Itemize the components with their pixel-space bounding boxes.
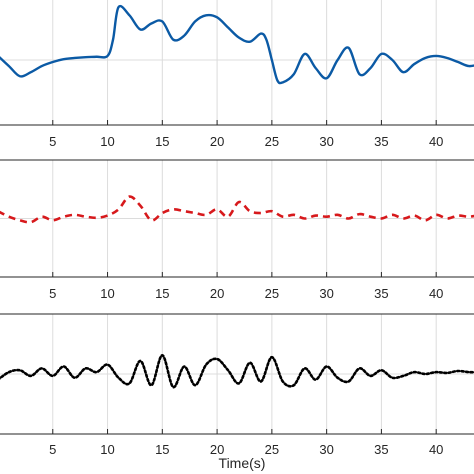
x-tick-label: 15 [155,286,169,301]
axes-frame [0,124,474,126]
x-tick-label: 35 [374,134,388,149]
panel-3: 5 10 15 20 25 30 35 40 [0,313,474,457]
x-tick-label: 10 [100,286,114,301]
x-tick-label: 20 [210,134,224,149]
x-tick-label: 40 [429,286,443,301]
x-tick-label: 10 [100,442,114,457]
x-tick-label: 35 [374,286,388,301]
x-tick-label: 20 [210,442,224,457]
x-tick-label: 25 [265,134,279,149]
panel-2: 5 10 15 20 25 30 35 40 [0,159,474,301]
series-line-1-1 [0,5,474,85]
x-tick-label: 30 [319,286,333,301]
x-tick-label: 30 [319,134,333,149]
x-tick-label: 10 [100,134,114,149]
axes-frame [0,313,474,435]
x-tick-label: 15 [155,134,169,149]
x-tick-label: 20 [210,286,224,301]
x-tick-label: 30 [319,442,333,457]
x-tick-label: 5 [49,134,56,149]
x-tick-label: 35 [374,442,388,457]
x-tick-label: 5 [49,442,56,457]
axes-frame [0,159,474,278]
panel-1: 5 10 15 20 25 30 35 40 [0,0,474,149]
x-tick-label: 40 [429,134,443,149]
x-axis-label: Time(s) [219,455,266,471]
x-tick-label: 15 [155,442,169,457]
x-tick-label: 25 [265,442,279,457]
x-tick-label: 5 [49,286,56,301]
series-line-3-1 [0,353,474,389]
series-line-2-1 [0,195,474,224]
x-tick-label: 40 [429,442,443,457]
x-tick-label: 25 [265,286,279,301]
